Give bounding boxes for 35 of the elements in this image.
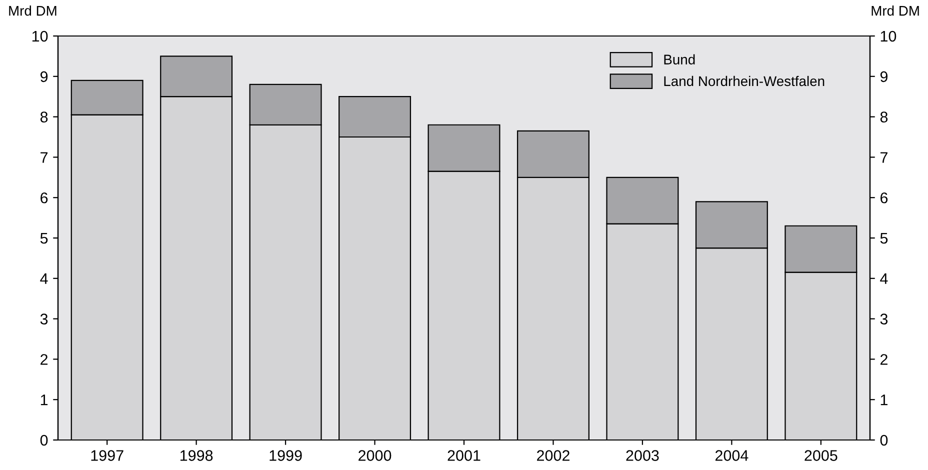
- y-tick-label: 6: [40, 192, 48, 204]
- y2-tick-label: 5: [880, 233, 888, 244]
- x-tick-label: 1997: [91, 450, 124, 461]
- y2-tick-label: 0: [880, 434, 888, 446]
- y-tick-label: 7: [40, 152, 48, 163]
- y-tick-label: 2: [40, 354, 48, 365]
- x-tick-label: 1998: [180, 450, 213, 461]
- y-tick-label: 5: [40, 233, 48, 244]
- y-tick-label: 3: [40, 314, 48, 324]
- x-tick-label: 2004: [715, 450, 748, 461]
- y2-tick-label: 4: [880, 273, 888, 284]
- y-tick-label: 1: [40, 394, 48, 406]
- x-tick-label: 2005: [804, 450, 838, 461]
- y2-axis-title: Mrd DM: [872, 6, 919, 16]
- y2-tick-label: 10: [880, 30, 896, 42]
- y-tick-label: 9: [40, 71, 48, 82]
- x-tick-label: 2000: [358, 450, 392, 461]
- y2-tick-label: 7: [880, 152, 888, 163]
- legend-label: Bund: [664, 54, 695, 64]
- y2-tick-label: 1: [880, 394, 888, 406]
- y-axis-title: Mrd DM: [9, 6, 56, 16]
- y2-tick-label: 3: [880, 314, 888, 324]
- y-tick-label: 8: [40, 112, 48, 122]
- y2-tick-label: 2: [880, 354, 888, 365]
- y2-tick-label: 8: [880, 112, 888, 122]
- y2-tick-label: 6: [880, 192, 888, 204]
- y-tick-label: 4: [40, 273, 48, 284]
- x-tick-label: 2003: [626, 450, 659, 461]
- y2-tick-label: 9: [880, 71, 888, 82]
- y-tick-label: 10: [32, 30, 48, 42]
- x-tick-label: 2002: [537, 450, 570, 461]
- x-tick-label: 2001: [448, 450, 480, 461]
- x-tick-label: 1999: [270, 450, 302, 461]
- y-tick-label: 0: [40, 434, 48, 446]
- legend-label: Land Nordrhein-Westfalen: [664, 76, 824, 86]
